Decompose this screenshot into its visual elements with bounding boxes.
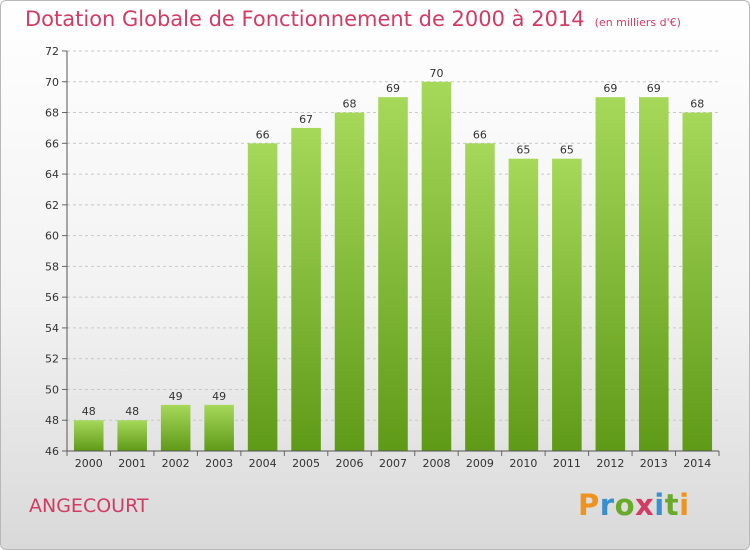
x-tick-label: 2007: [379, 457, 407, 470]
bar: [117, 420, 147, 451]
bar-value-label: 69: [647, 82, 661, 95]
logo-letter: o: [614, 488, 636, 522]
y-tick-label: 62: [45, 199, 59, 212]
logo-letter: i: [679, 488, 690, 522]
x-tick-label: 2012: [596, 457, 624, 470]
x-tick-label: 2009: [466, 457, 494, 470]
bar-value-label: 66: [473, 128, 487, 141]
bar-value-label: 69: [603, 82, 617, 95]
y-tick-label: 54: [45, 322, 59, 335]
bar: [378, 97, 408, 452]
bar: [204, 404, 234, 451]
y-tick-label: 50: [45, 383, 59, 396]
bar-value-label: 67: [299, 113, 313, 126]
bar-value-label: 66: [256, 128, 270, 141]
commune-name: ANGECOURT: [29, 495, 149, 517]
bar-value-label: 68: [343, 98, 357, 111]
x-tick-label: 2001: [118, 457, 146, 470]
x-tick-label: 2000: [75, 457, 103, 470]
y-tick-label: 64: [45, 168, 59, 181]
bar: [508, 158, 539, 451]
x-tick-label: 2013: [640, 457, 668, 470]
bars: 48 48 49 49 66 67 68 69 70 66 65 65 69 69 68: [73, 67, 713, 452]
bar: [595, 97, 626, 452]
y-tick-label: 48: [45, 414, 59, 427]
bar: [421, 81, 452, 452]
y-tick-label: 60: [45, 230, 59, 243]
bar: [73, 420, 104, 451]
bar: [465, 143, 495, 452]
bar: [160, 404, 191, 451]
bar: [247, 143, 278, 452]
chart-title: Dotation Globale de Fonctionnement de 20…: [25, 7, 681, 31]
logo-letter: P: [578, 488, 600, 522]
bar-value-label: 65: [516, 144, 530, 157]
bar-value-label: 49: [169, 390, 183, 403]
y-axis-ticks: 46 48 50 52 54 56 58 60 62 64 66 68 70 72: [45, 45, 67, 458]
bar: [682, 112, 713, 452]
x-tick-label: 2004: [249, 457, 277, 470]
x-tick-label: 2011: [553, 457, 581, 470]
bar: [639, 97, 669, 452]
bar: [291, 127, 321, 451]
y-tick-label: 52: [45, 353, 59, 366]
bar-value-label: 68: [690, 98, 704, 111]
logo-letter: x: [635, 488, 655, 522]
x-tick-label: 2010: [509, 457, 537, 470]
logo-letter: t: [664, 488, 680, 522]
chart-subtitle: (en milliers d'€): [594, 16, 681, 29]
x-axis-ticks: 2000 2001 2002 2003 2004 2005 2006 2007 2008 2009…: [66, 451, 720, 470]
y-tick-label: 72: [45, 45, 59, 58]
bar-value-label: 48: [82, 405, 96, 418]
bar: [334, 112, 365, 452]
bar-value-label: 48: [125, 405, 139, 418]
y-tick-label: 56: [45, 291, 59, 304]
bar: [552, 158, 582, 451]
bar-value-label: 49: [212, 390, 226, 403]
x-tick-label: 2014: [683, 457, 711, 470]
proxiti-logo: Proxiti: [578, 488, 690, 522]
y-tick-label: 70: [45, 76, 59, 89]
x-tick-label: 2005: [292, 457, 320, 470]
title-text: Dotation Globale de Fonctionnement de 20…: [25, 7, 585, 31]
logo-letter: r: [599, 488, 615, 522]
bar-value-label: 70: [429, 67, 443, 80]
logo-letter: i: [654, 488, 665, 522]
bar-value-label: 65: [560, 144, 574, 157]
y-tick-label: 66: [45, 137, 59, 150]
y-tick-label: 68: [45, 107, 59, 120]
x-tick-label: 2008: [422, 457, 450, 470]
x-tick-label: 2002: [162, 457, 190, 470]
y-tick-label: 46: [45, 445, 59, 458]
bar-value-label: 69: [386, 82, 400, 95]
x-tick-label: 2003: [205, 457, 233, 470]
x-tick-label: 2006: [336, 457, 364, 470]
y-tick-label: 58: [45, 260, 59, 273]
